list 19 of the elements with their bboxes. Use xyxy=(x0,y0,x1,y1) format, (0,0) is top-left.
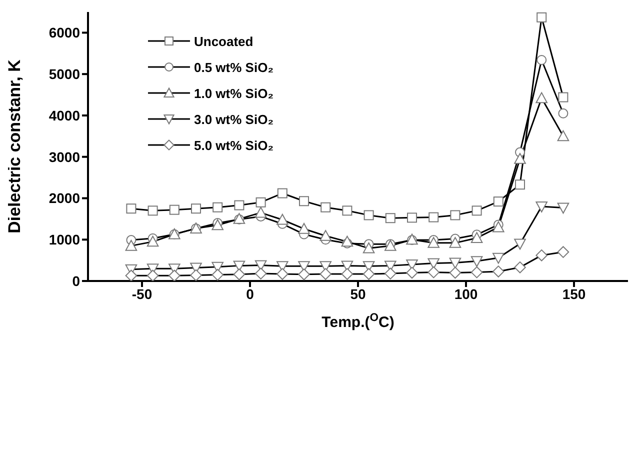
x-tick-label: -50 xyxy=(132,286,152,302)
x-axis-title: Temp.($^{O}$C) xyxy=(322,312,394,331)
legend-label: 5.0 wt% SiO₂ xyxy=(194,138,274,152)
legend-label: Uncoated xyxy=(194,34,254,48)
legend-label: 0.5 wt% SiO₂ xyxy=(194,60,274,74)
y-tick-label: 4000 xyxy=(48,107,80,124)
x-tick-label: 0 xyxy=(246,286,254,302)
y-tick-label: 0 xyxy=(72,272,80,289)
y-axis-title: Dielectric constanr, K xyxy=(5,58,24,234)
y-tick-label: 3000 xyxy=(48,148,80,165)
legend-label: 3.0 wt% SiO₂ xyxy=(194,112,274,126)
y-tick-label: 5000 xyxy=(48,66,80,82)
y-tick-label: 6000 xyxy=(48,24,80,41)
y-tick-label: 2000 xyxy=(48,190,80,206)
x-tick-label: 50 xyxy=(350,286,366,302)
x-tick-label: 150 xyxy=(562,286,586,302)
legend-label: 1.0 wt% SiO₂ xyxy=(194,86,274,100)
x-tick-label: 100 xyxy=(454,286,478,302)
y-tick-label: 1000 xyxy=(48,232,80,248)
